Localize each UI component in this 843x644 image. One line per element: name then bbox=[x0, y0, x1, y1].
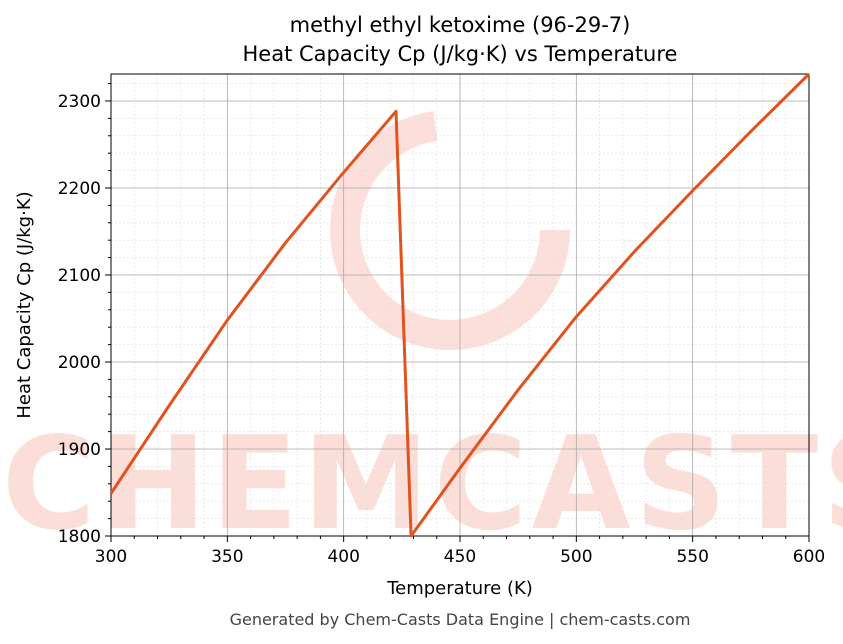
y-axis-label: Heat Capacity Cp (J/kg·K) bbox=[14, 191, 35, 418]
ticks: 300 350 400 450 500 550 600 1800 1900 2000 2100 220… bbox=[58, 83, 825, 567]
chart-title: methyl ethyl ketoxime (96-29-7) bbox=[290, 13, 631, 37]
series-line bbox=[109, 72, 811, 538]
x-tick-label: 600 bbox=[793, 547, 825, 567]
y-tick-label: 1900 bbox=[58, 440, 101, 460]
y-tick-label: 2300 bbox=[58, 92, 101, 112]
footer: Generated by Chem-Casts Data Engine | ch… bbox=[230, 610, 691, 629]
x-tick-label: 450 bbox=[444, 547, 476, 567]
y-tick-label: 2000 bbox=[58, 353, 101, 373]
watermark: CHEMCASTS bbox=[2, 110, 843, 559]
x-axis-label: Temperature (K) bbox=[386, 578, 533, 599]
svg-text:CHEMCASTS: CHEMCASTS bbox=[2, 410, 843, 559]
grid bbox=[110, 74, 810, 537]
x-tick-label: 300 bbox=[95, 547, 127, 567]
y-tick-label: 2100 bbox=[58, 266, 101, 286]
y-tick-label: 2200 bbox=[58, 179, 101, 199]
x-tick-label: 350 bbox=[211, 547, 243, 567]
x-tick-label: 400 bbox=[327, 547, 359, 567]
chart-subtitle: Heat Capacity Cp (J/kg·K) vs Temperature bbox=[243, 42, 678, 66]
y-tick-label: 1800 bbox=[58, 527, 101, 547]
x-tick-label: 500 bbox=[560, 547, 592, 567]
x-tick-label: 550 bbox=[676, 547, 708, 567]
